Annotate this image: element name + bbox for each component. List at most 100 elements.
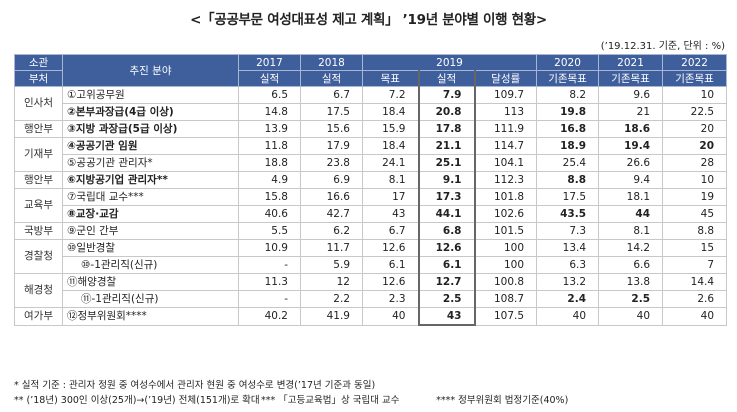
table-row: 여가부 ⑫정부위원회**** 40.2 41.9 40 43 107.5 40 … [14,307,728,326]
cell-2021: 26.6 [598,154,664,172]
cell-actual: 43 [417,307,476,326]
dept-cell: 기재부 [14,137,63,172]
cell-2020: 8.2 [536,86,600,104]
cell-2017: 10.9 [238,239,301,257]
cell-target: 24.1 [362,154,419,172]
cell-2017: - [238,256,301,274]
cell-2022: 7 [662,256,728,274]
cell-actual: 44.1 [417,205,476,223]
cell-2018: 42.7 [300,205,363,223]
item-cell: ①고위공무원 [62,86,239,104]
cell-rate: 109.7 [473,86,538,104]
cell-rate: 100.8 [473,273,538,291]
cell-target: 43 [362,205,419,223]
cell-rate: 101.5 [473,222,538,240]
item-cell: ④공공기관 임원 [62,137,239,155]
cell-2021: 44 [598,205,664,223]
cell-target: 12.6 [362,239,419,257]
cell-rate: 107.5 [473,307,538,326]
cell-2017: 11.8 [238,137,301,155]
cell-target: 18.4 [362,103,419,121]
cell-2017: 6.5 [238,86,301,104]
cell-2017: - [238,290,301,308]
header-2020: 2020 [536,54,600,71]
cell-2022: 45 [662,205,728,223]
cell-2021: 21 [598,103,664,121]
cell-actual: 12.6 [417,239,476,257]
cell-actual: 21.1 [417,137,476,155]
footnote-2a: ** (’18년) 300인 이상(25개)→(’19년) 전체(151개)로 … [14,395,260,406]
item-cell: ⑩-1관리직(신규) [62,256,239,274]
cell-target: 18.4 [362,137,419,155]
cell-actual: 2.5 [417,290,476,308]
cell-2018: 17.9 [300,137,363,155]
dept-cell: 인사처 [14,86,63,121]
cell-target: 8.1 [362,171,419,189]
footnote-2: ** (’18년) 300인 이상(25개)→(’19년) 전체(151개)로 … [14,392,568,406]
cell-2021: 9.6 [598,86,664,104]
table-row: 국방부 ⑨군인 간부 5.5 6.2 6.7 6.8 101.5 7.3 8.1… [14,222,728,240]
cell-2020: 18.9 [536,137,600,155]
header-item: 추진 분야 [62,54,239,87]
cell-2022: 10 [662,86,728,104]
header-2019-rate: 달성률 [473,70,538,87]
header-2021-target: 기존목표 [598,70,664,87]
header-2019-target: 목표 [362,70,419,87]
cell-2022: 8.8 [662,222,728,240]
cell-2017: 13.9 [238,120,301,138]
cell-2021: 18.6 [598,120,664,138]
dept-cell: 행안부 [14,120,63,138]
cell-2018: 6.7 [300,86,363,104]
table-row: 행안부 ⑥지방공기업 관리자** 4.9 6.9 8.1 9.1 112.3 8… [14,171,728,189]
table-row: ⑧교장·교감 40.6 42.7 43 44.1 102.6 43.5 44 4… [15,205,728,223]
cell-2017: 40.6 [238,205,301,223]
item-cell: ⑥지방공기업 관리자** [62,171,239,189]
item-cell: ⑪-1관리직(신규) [62,290,239,308]
item-cell: ⑫정부위원회**** [62,307,239,326]
cell-rate: 101.8 [473,188,538,206]
header-2019-actual: 실적 [417,70,476,87]
header-2019: 2019 [361,54,538,71]
cell-rate: 113 [473,103,538,121]
page-title: <「공공부문 여성대표성 제고 계획」 ’19년 분야별 이행 현황> [190,12,547,28]
cell-2020: 43.5 [536,205,600,223]
cell-2020: 40 [536,307,600,326]
cell-target: 6.1 [362,256,419,274]
item-cell: ⑩일반경찰 [62,239,239,257]
cell-2022: 20 [662,137,728,155]
cell-2020: 13.4 [536,239,600,257]
dept-cell: 경찰청 [14,239,63,274]
cell-actual: 17.8 [417,120,476,138]
cell-2018: 12 [300,273,363,291]
cell-2018: 6.9 [300,171,363,189]
header-2020-target: 기존목표 [536,70,600,87]
cell-2021: 6.6 [598,256,664,274]
cell-2018: 41.9 [300,307,363,326]
cell-actual: 6.1 [417,256,476,274]
item-cell: ⑤공공기관 관리자* [62,154,239,172]
cell-target: 2.3 [362,290,419,308]
cell-2020: 16.8 [536,120,600,138]
cell-2018: 15.6 [300,120,363,138]
cell-2017: 4.9 [238,171,301,189]
cell-rate: 111.9 [473,120,538,138]
cell-rate: 102.6 [473,205,538,223]
status-table: 소관 추진 분야 2017 2018 2019 2020 2021 2022 부… [14,54,728,326]
dept-cell: 여가부 [14,307,63,326]
cell-2020: 7.3 [536,222,600,240]
cell-2022: 20 [662,120,728,138]
cell-2022: 2.6 [662,290,728,308]
cell-2018: 11.7 [300,239,363,257]
cell-2021: 18.1 [598,188,664,206]
footnote-1: * 실적 기준 : 관리자 정원 중 여성수에서 관리자 현원 중 여성수로 변… [14,380,376,391]
cell-2017: 14.8 [238,103,301,121]
table-row: 경찰청 ⑩일반경찰 10.9 11.7 12.6 12.6 100 13.4 1… [14,239,728,274]
cell-2018: 23.8 [300,154,363,172]
item-cell: ②본부과장급(4급 이상) [62,103,239,121]
cell-2017: 11.3 [238,273,301,291]
cell-rate: 112.3 [473,171,538,189]
cell-actual: 9.1 [417,171,476,189]
footnote-2b: *** 「고등교육법」상 국립대 교수 [261,395,400,406]
dept-cell: 국방부 [14,222,63,240]
cell-2022: 40 [662,307,728,326]
